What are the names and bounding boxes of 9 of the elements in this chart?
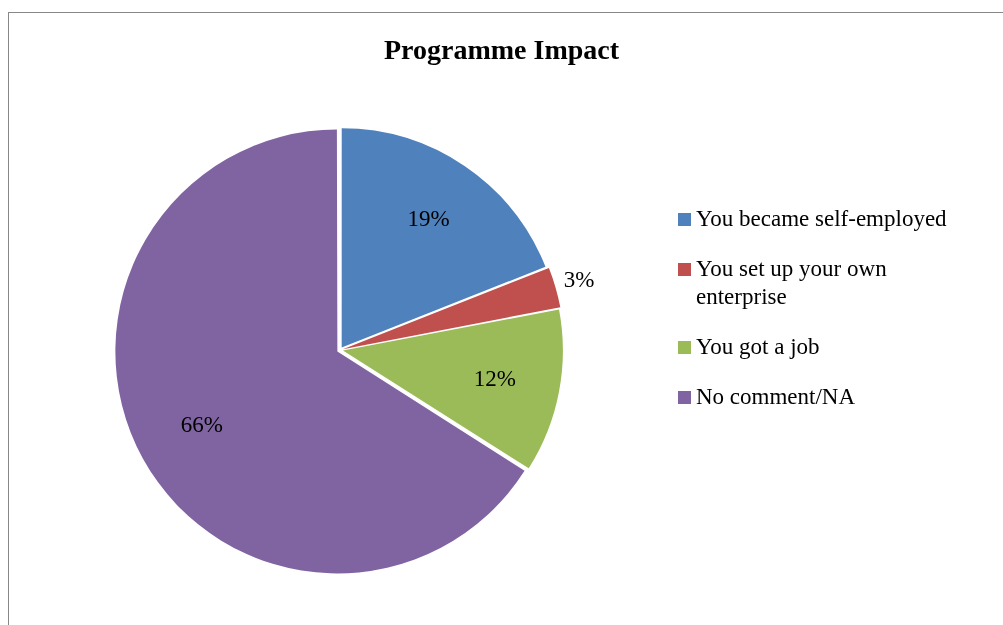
data-label: 66%: [180, 412, 223, 438]
legend-label: You set up your own enterprise: [696, 255, 888, 311]
chart-title: Programme Impact: [382, 34, 621, 66]
legend-label: You got a job: [696, 333, 820, 361]
legend-label: You became self-employed: [696, 205, 947, 233]
data-label: 12%: [473, 365, 516, 391]
legend-label: No comment/NA: [696, 383, 856, 411]
data-label: 3%: [563, 266, 595, 292]
data-label: 19%: [407, 205, 450, 231]
